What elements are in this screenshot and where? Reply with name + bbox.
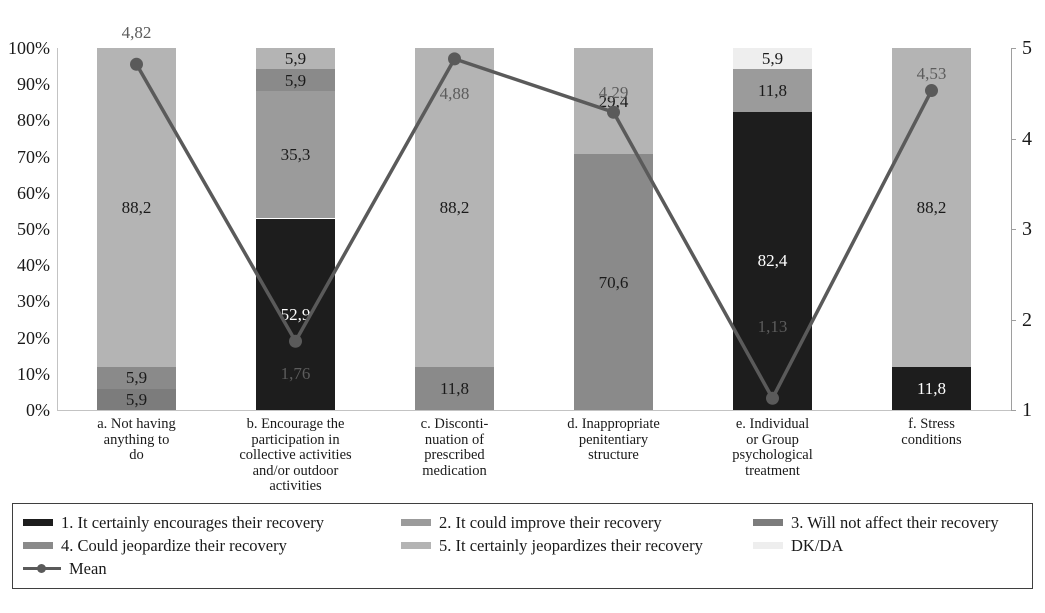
category-label: c. Disconti- nuation of prescribed medic…	[420, 416, 489, 479]
mean-line-icon	[23, 564, 61, 573]
category-label: d. Inappropriate penitentiary structure	[567, 416, 660, 463]
legend-item: DK/DA	[753, 536, 1032, 556]
legend-swatch	[23, 542, 53, 549]
bar-segment-value: 5,9	[284, 49, 307, 69]
y-axis-tick-label: 0%	[26, 400, 50, 420]
mean-value-label: 1,13	[757, 317, 788, 337]
mean-value-label: 4,53	[916, 63, 947, 83]
legend-swatch	[23, 519, 53, 526]
legend-swatch	[753, 542, 783, 549]
bar-segment: 35,3	[256, 90, 335, 219]
bar-segment-value: 5,9	[284, 70, 307, 90]
right-axis-tick-label: 2	[1022, 308, 1032, 331]
right-axis-tick-label: 3	[1022, 218, 1032, 240]
bar-segment-value: 88,2	[916, 198, 947, 218]
y-axis-tick-label: 10%	[17, 363, 50, 384]
bar-segment: 88,2	[892, 48, 971, 368]
bar-segment-value: 5,9	[125, 368, 148, 388]
bar-segment: 5,9	[256, 69, 335, 91]
legend-item: 3. Will not affect their recovery	[753, 513, 1032, 533]
y-axis-tick-label: 80%	[17, 110, 50, 131]
category-label: a. Not having anything to do	[97, 416, 176, 463]
bar-segment-value: 82,4	[757, 251, 788, 271]
bar-segment: 5,9	[733, 47, 812, 69]
bar-segment: 11,8	[892, 367, 971, 410]
bar-segment-value: 70,6	[598, 272, 629, 292]
mean-line-icon-dot	[37, 564, 46, 573]
right-axis-tick-label: 4	[1022, 127, 1032, 150]
legend-label: 5. It certainly jeopardizes their recove…	[439, 535, 703, 555]
bar-segment: 70,6	[574, 154, 653, 410]
y-axis-line	[57, 48, 58, 410]
legend-item: 2. It could improve their recovery	[401, 513, 753, 533]
bar-segment-value: 5,9	[125, 389, 148, 409]
category-label: b. Encourage the participation in collec…	[239, 416, 352, 494]
plot-area: 0% 10% 20% 30% 40% 50% 60% 70% 80% 90% 100% 1 2 3 4 5 5,…	[8, 23, 1032, 494]
legend-label: DK/DA	[791, 535, 844, 555]
legend-item: 5. It certainly jeopardizes their recove…	[401, 536, 753, 556]
y-axis-tick-label: 100%	[8, 38, 50, 58]
bar-segment-value: 52,9	[280, 304, 311, 324]
right-axis-tick-mark	[1011, 410, 1016, 411]
legend-label: 1. It certainly encourages their recover…	[61, 512, 324, 532]
bar-segment-value: 11,8	[916, 379, 947, 399]
chart-legend: 1. It certainly encourages their recover…	[12, 503, 1033, 589]
bar-segment-value: 88,2	[439, 198, 470, 218]
mean-value-label: 1,76	[280, 364, 311, 384]
bar-segment: 11,8	[733, 68, 812, 112]
legend-item: 1. It certainly encourages their recover…	[23, 513, 401, 533]
y-axis-tick-label: 20%	[17, 327, 50, 348]
right-axis-tick-mark	[1011, 48, 1016, 49]
legend-swatch	[401, 542, 431, 549]
bar-segment-value: 11,8	[757, 80, 788, 100]
category-label: e. Individual or Group psychological tre…	[732, 416, 813, 479]
y-axis-tick-label: 40%	[17, 255, 50, 276]
bar-segment: 88,2	[97, 48, 176, 368]
legend-label: Mean	[69, 558, 107, 578]
bar-segment-value: 35,3	[280, 145, 311, 165]
bar-segment: 11,8	[415, 367, 494, 410]
right-axis-tick-mark	[1011, 138, 1016, 140]
bar-segment: 82,4	[733, 111, 812, 410]
legend-swatch	[401, 519, 431, 526]
mean-value-label: 4,29	[598, 83, 629, 103]
right-axis-tick-label: 5	[1022, 37, 1032, 59]
legend-item-mean: Mean	[23, 559, 401, 579]
category-label: f. Stress conditions	[901, 416, 962, 448]
bar-segment-value: 5,9	[761, 48, 784, 68]
y-axis-tick-label: 30%	[17, 291, 50, 312]
legend-swatch	[753, 519, 783, 526]
bar-segment-value: 11,8	[439, 379, 470, 399]
y-axis-tick-label: 70%	[17, 146, 50, 167]
mean-value-label: 4,82	[121, 23, 152, 43]
right-axis-tick-mark	[1011, 319, 1016, 321]
mean-value-label: 4,88	[439, 83, 470, 103]
bar-segment: 5,9	[97, 388, 176, 410]
x-axis-line	[57, 410, 1011, 411]
legend-label: 2. It could improve their recovery	[439, 512, 662, 532]
bar-segment: 5,9	[256, 48, 335, 70]
right-axis-tick-label: 1	[1022, 399, 1032, 421]
y-axis-tick-label: 60%	[17, 182, 50, 203]
legend-item: 4. Could jeopardize their recovery	[23, 536, 401, 556]
bar-segment-value: 88,2	[121, 198, 152, 218]
legend-label: 3. Will not affect their recovery	[791, 512, 999, 532]
y-axis-tick-label: 90%	[17, 74, 50, 95]
right-axis-tick-mark	[1011, 229, 1016, 230]
bar-segment: 5,9	[97, 367, 176, 389]
legend-label: 4. Could jeopardize their recovery	[61, 535, 287, 555]
y-axis-tick-label: 50%	[17, 219, 50, 239]
